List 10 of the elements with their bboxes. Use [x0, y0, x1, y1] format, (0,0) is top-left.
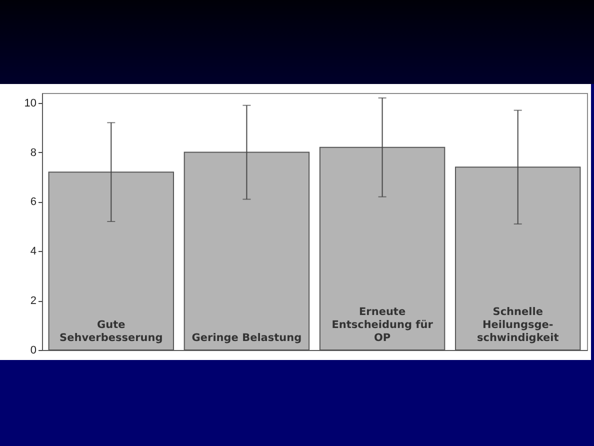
x-tick-label: Geringe Belastung — [192, 332, 302, 344]
x-tick-label: Schnelle Heilungsge- schwindigkeit — [476, 306, 559, 344]
y-tick-label: 8 — [30, 146, 36, 159]
y-tick-label: 6 — [30, 196, 36, 208]
y-tick-label: 2 — [30, 295, 36, 308]
x-tick-label: Erneute Entscheidung für OP — [332, 306, 434, 344]
x-tick-label: Gute Sehverbesserung — [60, 319, 163, 344]
y-tick-label: 0 — [30, 344, 36, 356]
y-tick-label: 4 — [30, 246, 36, 258]
y-tick-label: 10 — [24, 97, 36, 110]
